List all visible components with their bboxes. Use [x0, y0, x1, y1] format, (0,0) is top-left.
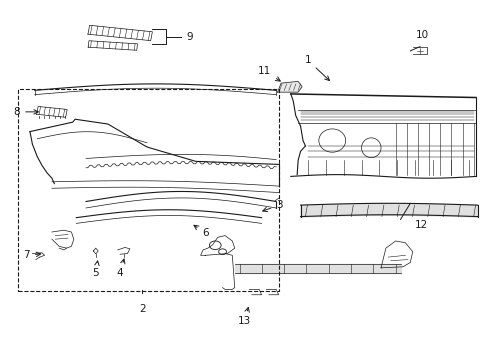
Text: 6: 6: [194, 225, 208, 238]
Text: 9: 9: [185, 32, 192, 41]
Text: 10: 10: [415, 30, 428, 40]
Text: 11: 11: [258, 66, 280, 81]
Text: 2: 2: [139, 304, 145, 314]
Text: 12: 12: [414, 220, 427, 230]
Text: 8: 8: [14, 107, 38, 117]
Text: 1: 1: [304, 55, 329, 81]
Text: 13: 13: [237, 307, 251, 326]
Text: 4: 4: [117, 259, 125, 278]
Text: 5: 5: [92, 261, 99, 278]
Text: 3: 3: [262, 200, 282, 212]
Bar: [18, 89, 278, 291]
Polygon shape: [277, 81, 302, 92]
Text: 7: 7: [23, 250, 41, 260]
